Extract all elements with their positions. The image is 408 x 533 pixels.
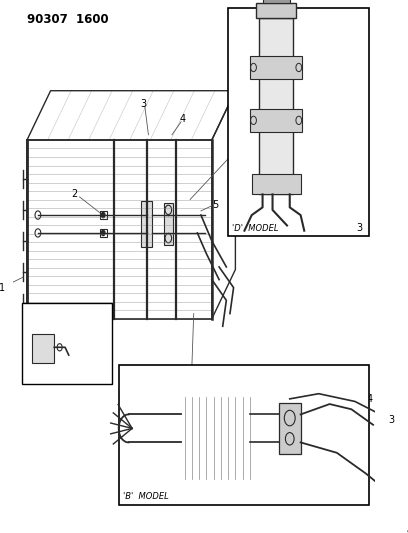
Text: 'D'  MODEL: 'D' MODEL (232, 224, 278, 233)
Bar (259, 18, 293, 195)
Text: 11: 11 (229, 171, 242, 181)
Bar (250, 56, 302, 79)
Bar (100, 211, 107, 219)
Text: 3: 3 (356, 223, 362, 233)
Circle shape (101, 213, 105, 217)
Text: 6: 6 (55, 319, 61, 329)
Text: 4: 4 (406, 526, 408, 533)
Text: 5: 5 (212, 200, 219, 209)
Text: 4: 4 (180, 114, 186, 124)
Bar (279, 402, 301, 454)
Bar (256, 3, 296, 18)
Text: 5: 5 (153, 403, 159, 413)
Text: 1: 1 (0, 282, 5, 293)
Text: 8: 8 (234, 80, 240, 90)
Text: 9: 9 (359, 62, 365, 72)
Bar (250, 109, 302, 132)
Bar (252, 174, 301, 195)
Bar (33, 334, 54, 363)
Text: 3: 3 (140, 99, 146, 109)
Text: 'B'  MODEL: 'B' MODEL (123, 492, 169, 501)
Bar (120, 366, 370, 505)
Text: 2: 2 (71, 189, 77, 199)
Bar (141, 201, 152, 247)
Bar (263, 0, 290, 3)
Bar (22, 303, 112, 384)
Text: 10: 10 (356, 115, 368, 125)
Text: 90307  1600: 90307 1600 (27, 13, 109, 26)
Bar (164, 203, 173, 245)
Text: 12: 12 (266, 455, 278, 465)
Bar (228, 8, 370, 236)
Text: 3: 3 (388, 415, 394, 425)
Bar (100, 229, 107, 237)
Text: 4: 4 (366, 394, 373, 404)
Circle shape (101, 230, 105, 236)
Text: 7: 7 (26, 368, 32, 378)
